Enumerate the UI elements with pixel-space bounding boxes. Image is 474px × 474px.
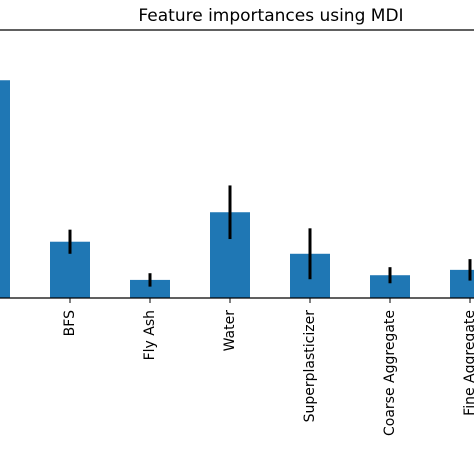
x-tick-label-fly-ash: Fly Ash bbox=[142, 310, 158, 360]
x-tick-label-fine-aggregate: Fine Aggregate bbox=[462, 310, 474, 416]
x-tick-labels-layer: CementBFSFly AshWaterSuperplasticizerCoa… bbox=[62, 310, 474, 436]
bar-cement bbox=[0, 80, 10, 298]
x-tick-label-water: Water bbox=[222, 310, 238, 352]
bar-fly-ash bbox=[130, 279, 170, 298]
chart-title: Feature importances using MDI bbox=[138, 6, 403, 26]
bars-layer bbox=[0, 80, 474, 298]
x-tick-label-bfs: BFS bbox=[62, 310, 78, 336]
x-tick-label-coarse-aggregate: Coarse Aggregate bbox=[382, 310, 398, 436]
error-bars-layer bbox=[68, 185, 472, 287]
bar-coarse-aggregate bbox=[370, 275, 410, 298]
x-tick-label-superplasticizer: Superplasticizer bbox=[302, 310, 318, 423]
x-ticks-layer bbox=[69, 298, 471, 303]
